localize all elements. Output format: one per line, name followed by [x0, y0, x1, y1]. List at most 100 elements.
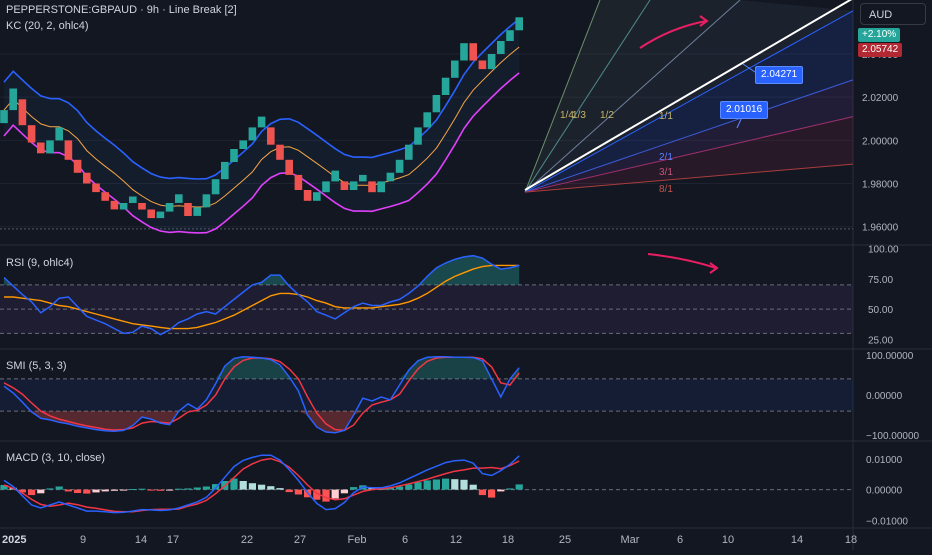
- up-brick: [313, 192, 321, 201]
- macd-tick-label: 0.00000: [866, 486, 903, 497]
- smi-indicator-label[interactable]: SMI (5, 3, 3): [6, 360, 67, 372]
- macd-histogram-bar: [331, 489, 339, 499]
- kc-indicator-label[interactable]: KC (20, 2, ohlc4): [6, 20, 89, 32]
- macd-histogram-bar: [64, 489, 72, 492]
- macd-histogram-bar: [497, 489, 505, 492]
- macd-histogram-bar: [0, 485, 8, 490]
- fan-line: [524, 79, 854, 193]
- time-axis-label: 18: [502, 534, 514, 546]
- up-brick: [46, 140, 54, 154]
- macd-histogram-bar: [156, 489, 164, 491]
- time-axis-label: 14: [791, 534, 803, 546]
- smi-tick-label: −100.00000: [866, 431, 920, 442]
- macd-histogram-bar: [488, 489, 496, 498]
- macd-histogram-bar: [212, 484, 220, 490]
- up-brick: [239, 140, 247, 149]
- fan-line: [524, 163, 854, 193]
- time-axis-label: 12: [450, 534, 462, 546]
- macd-histogram-bar: [340, 489, 348, 494]
- up-brick: [129, 196, 137, 203]
- up-brick: [156, 211, 165, 219]
- fan-label: 8/1: [659, 184, 673, 195]
- down-brick: [294, 174, 303, 190]
- divergence-arrow-price: [639, 20, 707, 49]
- up-brick: [515, 17, 523, 31]
- macd-histogram-bar: [267, 486, 275, 490]
- down-brick: [73, 159, 82, 173]
- macd-histogram-bar: [28, 489, 36, 496]
- symbol-title: PEPPERSTONE:GBPAUD · 9h · Line Break [2]: [6, 4, 237, 16]
- price-label-box-lower[interactable]: 2.01016: [720, 101, 769, 119]
- macd-histogram-bar: [506, 488, 514, 490]
- price-tick-label: 2.02000: [862, 93, 899, 104]
- macd-indicator-label[interactable]: MACD (3, 10, close): [6, 452, 106, 464]
- fan-label: 1/4: [560, 110, 574, 121]
- rsi-indicator-label[interactable]: RSI (9, ohlc4): [6, 257, 74, 269]
- price-label-box-upper[interactable]: 2.04271: [755, 66, 804, 84]
- fan-zone-fill: [525, 0, 853, 193]
- rsi-tick-label: 25.00: [868, 336, 893, 347]
- macd-histogram-bar: [55, 486, 63, 490]
- up-brick: [487, 54, 496, 70]
- up-brick: [432, 95, 441, 113]
- up-brick: [405, 144, 413, 160]
- up-brick: [9, 88, 17, 111]
- fan-line: [524, 116, 854, 193]
- macd-histogram-bar: [451, 479, 459, 490]
- up-brick: [460, 43, 468, 61]
- fan-line: [524, 0, 741, 193]
- macd-histogram-bar: [460, 479, 468, 490]
- up-brick: [230, 149, 238, 162]
- time-axis-label: 27: [294, 534, 306, 546]
- macd-histogram-bar: [175, 488, 183, 490]
- time-axis-label: Mar: [621, 534, 640, 546]
- down-brick: [64, 140, 73, 160]
- macd-histogram-bar: [258, 484, 266, 490]
- rsi-line: [3, 254, 520, 336]
- fan-line: [524, 0, 601, 193]
- macd-histogram-bar: [414, 482, 422, 490]
- up-brick: [193, 207, 201, 216]
- macd-histogram-bar: [166, 489, 174, 491]
- currency-button[interactable]: AUD: [860, 3, 926, 25]
- smi-overbought-fill: [4, 356, 520, 379]
- up-brick: [331, 170, 339, 182]
- last-price-tag: 2.05742: [858, 43, 903, 57]
- up-brick: [506, 30, 514, 41]
- up-brick: [497, 41, 505, 54]
- macd-histogram-bar: [276, 488, 284, 490]
- time-axis-label: Feb: [348, 534, 367, 546]
- up-brick: [423, 112, 431, 128]
- macd-histogram-bar: [423, 480, 431, 490]
- time-axis-label: 9: [80, 534, 86, 546]
- rsi-ma-line: [4, 264, 520, 330]
- fan-line: [524, 10, 854, 193]
- macd-line: [3, 454, 520, 514]
- macd-histogram-bar: [368, 487, 376, 490]
- up-brick: [386, 172, 395, 182]
- down-brick: [27, 125, 36, 143]
- time-axis-label: 25: [559, 534, 571, 546]
- up-brick: [451, 60, 459, 78]
- macd-histogram-bar: [202, 486, 210, 490]
- time-axis-label: 10: [722, 534, 734, 546]
- smi-band-fill: [0, 378, 853, 412]
- fan-label: 1/3: [572, 110, 586, 121]
- macd-histogram-bar: [294, 489, 302, 495]
- macd-histogram-bar: [46, 488, 54, 490]
- time-axis-label: 17: [167, 534, 179, 546]
- rsi-tick-label: 75.00: [868, 275, 893, 286]
- time-axis-label: 14: [135, 534, 147, 546]
- macd-histogram-bar: [101, 489, 109, 492]
- up-brick: [257, 116, 266, 128]
- time-axis-label: 18: [845, 534, 857, 546]
- macd-histogram-bar: [386, 487, 394, 490]
- up-brick: [414, 127, 422, 145]
- up-brick: [441, 77, 450, 95]
- down-brick: [368, 181, 376, 193]
- macd-histogram-bar: [515, 484, 523, 490]
- smi-line: [3, 356, 520, 434]
- price-tick-label: 1.98000: [862, 180, 899, 191]
